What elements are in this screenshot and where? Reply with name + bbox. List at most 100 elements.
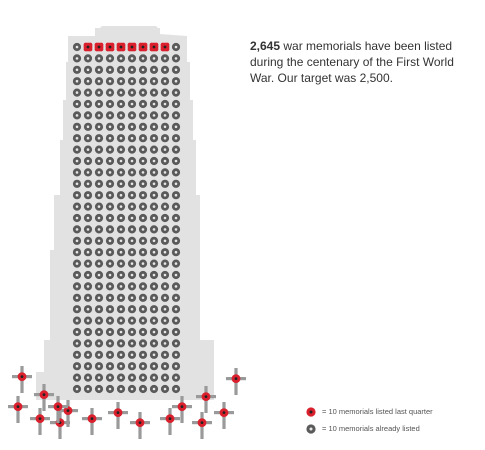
memorial-icon: [171, 202, 181, 211]
memorial-icon: [83, 145, 93, 154]
memorial-icon: [105, 88, 115, 97]
memorial-icon: [94, 168, 104, 177]
poppy-icon: [17, 372, 27, 381]
poppy-icon: [197, 418, 207, 427]
memorial-icon: [138, 191, 148, 200]
poppy-icon: [177, 402, 187, 411]
memorial-icon: [116, 122, 126, 131]
memorial-icon: [105, 122, 115, 131]
poppy-icon: [39, 390, 49, 399]
cross-icon: [130, 412, 150, 439]
memorial-icon: [160, 225, 170, 234]
memorial-icon: [83, 122, 93, 131]
memorial-icon: [138, 168, 148, 177]
memorial-icon: [149, 282, 159, 291]
memorial-icon: [83, 236, 93, 245]
poppy-icon: [231, 374, 241, 383]
memorial-icon: [116, 65, 126, 74]
memorial-icon: [72, 316, 82, 325]
memorial-icon: [127, 65, 137, 74]
cross-icon: [48, 396, 68, 423]
memorial-icon: [127, 316, 137, 325]
memorial-icon: [149, 293, 159, 302]
memorial-icon: [72, 282, 82, 291]
headline: 2,645 war memorials have been listed dur…: [250, 38, 475, 86]
memorial-icon: [149, 156, 159, 166]
poppy-icon: [13, 402, 23, 411]
memorial-icon: [94, 339, 104, 348]
memorial-icon: [127, 259, 137, 268]
memorial-icon: [105, 316, 115, 325]
memorial-icon: [83, 179, 93, 188]
memorial-icon: [149, 202, 159, 211]
memorial-icon: [116, 293, 126, 302]
memorial-icon: [116, 350, 126, 359]
memorial-icon: [83, 77, 93, 86]
memorial-icon: [127, 54, 137, 63]
cross-icon: [8, 396, 28, 423]
memorial-icon: [160, 327, 170, 337]
memorial-icon: [160, 293, 170, 302]
memorial-icon: [116, 384, 126, 394]
memorial-icon: [149, 77, 159, 86]
memorial-icon: [138, 270, 148, 280]
memorial-icon: [72, 134, 82, 143]
memorial-icon: [83, 282, 93, 291]
memorial-icon: [138, 213, 148, 223]
memorial-icon: [149, 270, 159, 280]
memorial-icon: [138, 236, 148, 245]
memorial-icon: [116, 99, 126, 109]
poppy-icon: [127, 42, 137, 52]
memorial-icon: [83, 373, 93, 382]
memorial-icon: [105, 362, 115, 371]
memorial-icon: [116, 225, 126, 234]
legend: = 10 memorials listed last quarter = 10 …: [304, 405, 479, 439]
memorial-icon: [127, 122, 137, 131]
memorial-icon: [171, 293, 181, 302]
memorial-icon: [72, 168, 82, 177]
memorial-icon: [149, 350, 159, 359]
memorial-icon: [149, 168, 159, 177]
memorial-icon: [116, 213, 126, 223]
memorial-icon: [94, 191, 104, 200]
memorial-icon: [105, 270, 115, 280]
memorial-icon: [105, 339, 115, 348]
memorial-icon: [94, 202, 104, 211]
memorial-icon: [160, 99, 170, 109]
memorial-icon: [171, 111, 181, 120]
memorial-icon: [72, 202, 82, 211]
memorial-icon: [138, 145, 148, 154]
memorial-icon: [116, 88, 126, 97]
memorial-icon: [149, 339, 159, 348]
memorial-icon: [105, 384, 115, 394]
memorial-icon: [72, 145, 82, 154]
memorial-icon: [149, 191, 159, 200]
cross-icon: [34, 384, 54, 411]
memorial-icon: [160, 168, 170, 177]
memorial-icon: [171, 305, 181, 314]
memorial-icon: [83, 54, 93, 63]
memorial-icon: [127, 168, 137, 177]
memorial-icon: [94, 362, 104, 371]
memorial-icon: [72, 54, 82, 63]
memorial-icon: [83, 350, 93, 359]
memorial-icon: [127, 270, 137, 280]
memorial-icon: [94, 350, 104, 359]
cross-icon: [214, 402, 234, 429]
memorial-icon: [83, 225, 93, 234]
memorial-icon: [149, 54, 159, 63]
memorial-icon: [94, 88, 104, 97]
memorial-icon: [72, 339, 82, 348]
memorial-icon: [116, 362, 126, 371]
memorial-icon: [72, 77, 82, 86]
cross-icon: [108, 402, 128, 429]
memorial-icon: [94, 282, 104, 291]
memorial-icon: [127, 191, 137, 200]
poppy-icon: [87, 414, 97, 423]
memorial-icon: [171, 362, 181, 371]
memorial-icon: [94, 213, 104, 223]
cross-icon: [30, 408, 50, 435]
memorial-icon: [105, 327, 115, 337]
memorial-icon: [171, 54, 181, 63]
